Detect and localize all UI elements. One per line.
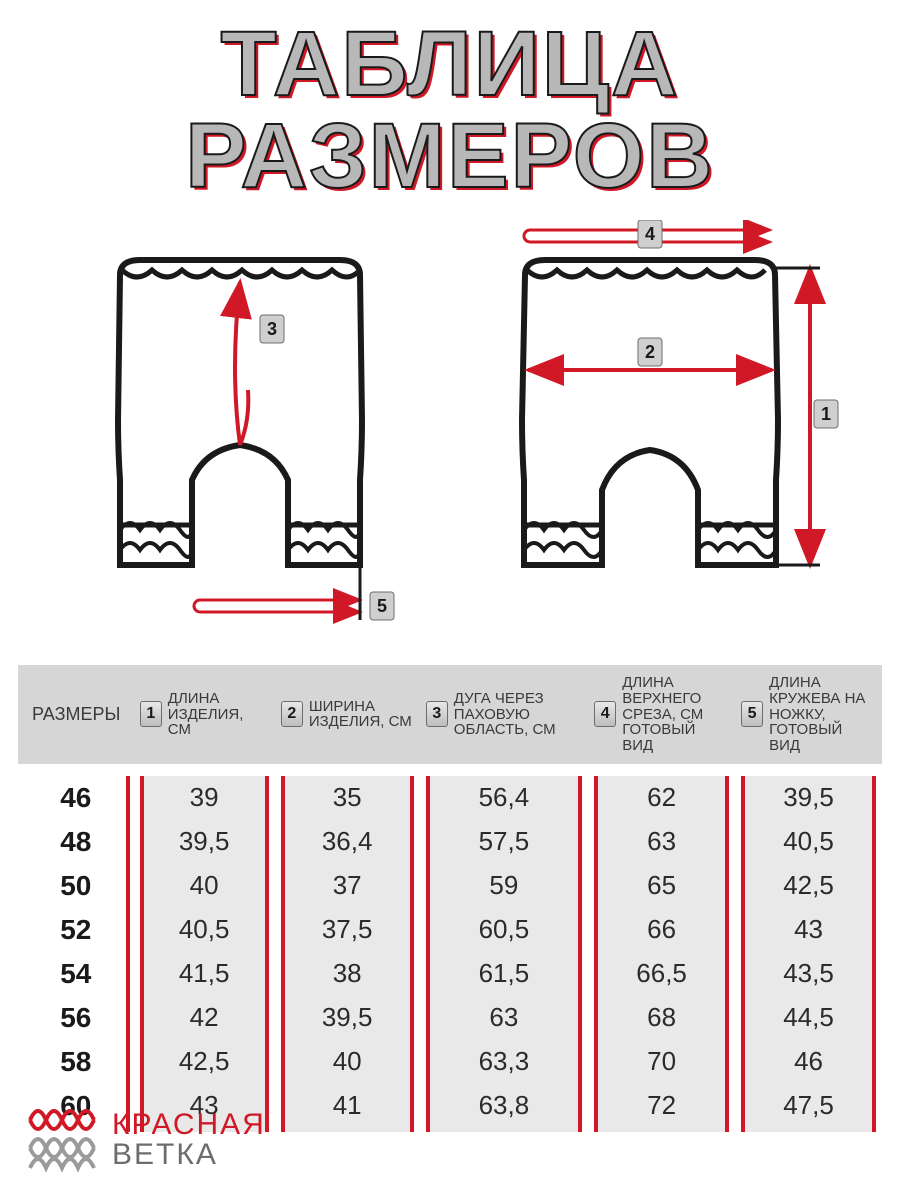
col-2: 3536,43737,53839,54041 <box>275 770 420 1140</box>
brand-name: КРАСНАЯ ВЕТКА <box>112 1110 266 1170</box>
table-cell: 48 <box>24 820 128 864</box>
garment-front-diagram: 3 5 <box>60 220 420 640</box>
table-cell: 46 <box>24 776 128 820</box>
svg-text:5: 5 <box>377 596 387 616</box>
table-cell: 37,5 <box>281 908 414 952</box>
table-cell: 63 <box>594 820 729 864</box>
table-cell: 42,5 <box>741 864 876 908</box>
header-col-3: 3ДУГА ЧЕРЕЗ ПАХОВУЮ ОБЛАСТЬ, СМ <box>420 675 588 754</box>
table-cell: 56,4 <box>426 776 582 820</box>
table-cell: 40 <box>140 864 269 908</box>
table-cell: 66,5 <box>594 952 729 996</box>
table-cell: 54 <box>24 952 128 996</box>
table-cell: 70 <box>594 1040 729 1084</box>
table-cell: 38 <box>281 952 414 996</box>
table-cell: 63 <box>426 996 582 1040</box>
measurement-diagrams: 3 5 <box>0 210 900 665</box>
header-col-1: 1ДЛИНА ИЗДЕЛИЯ, СМ <box>134 675 275 754</box>
header-col-5: 5ДЛИНА КРУЖЕВА НА НОЖКУ, ГОТОВЫЙ ВИД <box>735 675 882 754</box>
table-cell: 41 <box>281 1084 414 1128</box>
svg-text:1: 1 <box>821 404 831 424</box>
svg-text:3: 3 <box>267 319 277 339</box>
table-cell: 68 <box>594 996 729 1040</box>
svg-text:2: 2 <box>645 342 655 362</box>
table-cell: 40,5 <box>741 820 876 864</box>
table-cell: 42 <box>140 996 269 1040</box>
table-cell: 50 <box>24 864 128 908</box>
measurement-badge-2: 2 <box>638 338 662 366</box>
measurement-badge-1: 1 <box>814 400 838 428</box>
table-cell: 63,8 <box>426 1084 582 1128</box>
table-cell: 36,4 <box>281 820 414 864</box>
table-cell: 43,5 <box>741 952 876 996</box>
table-cell: 46 <box>741 1040 876 1084</box>
table-cell: 42,5 <box>140 1040 269 1084</box>
svg-text:4: 4 <box>645 224 655 244</box>
table-cell: 39,5 <box>140 820 269 864</box>
table-cell: 63,3 <box>426 1040 582 1084</box>
table-cell: 39,5 <box>281 996 414 1040</box>
measurement-badge-4: 4 <box>638 220 662 248</box>
table-cell: 58 <box>24 1040 128 1084</box>
table-cell: 62 <box>594 776 729 820</box>
table-cell: 72 <box>594 1084 729 1128</box>
measurement-badge-3: 3 <box>260 315 284 343</box>
table-cell: 56 <box>24 996 128 1040</box>
table-cell: 60,5 <box>426 908 582 952</box>
table-cell: 65 <box>594 864 729 908</box>
table-cell: 40,5 <box>140 908 269 952</box>
table-cell: 39 <box>140 776 269 820</box>
brand-logo-icon <box>28 1108 98 1172</box>
col-4: 6263656666,5687072 <box>588 770 735 1140</box>
header-col-4: 4ДЛИНА ВЕРХНЕГО СРЕЗА, СМ ГОТОВЫЙ ВИД <box>588 675 735 754</box>
table-cell: 43 <box>741 908 876 952</box>
table-cell: 61,5 <box>426 952 582 996</box>
col-5: 39,540,542,54343,544,54647,5 <box>735 770 882 1140</box>
size-table: 4648505254565860 3939,54040,541,54242,54… <box>18 764 882 1140</box>
table-cell: 52 <box>24 908 128 952</box>
table-cell: 41,5 <box>140 952 269 996</box>
page-title: ТАБЛИЦА РАЗМЕРОВ <box>0 0 900 210</box>
col-sizes: 4648505254565860 <box>18 770 134 1140</box>
measurement-badge-5: 5 <box>370 592 394 620</box>
garment-back-diagram: 4 2 1 <box>480 220 840 640</box>
table-cell: 44,5 <box>741 996 876 1040</box>
table-cell: 47,5 <box>741 1084 876 1128</box>
table-cell: 35 <box>281 776 414 820</box>
header-col-2: 2ШИРИНА ИЗДЕЛИЯ, СМ <box>275 675 420 754</box>
table-cell: 57,5 <box>426 820 582 864</box>
col-3: 56,457,55960,561,56363,363,8 <box>420 770 588 1140</box>
table-cell: 40 <box>281 1040 414 1084</box>
table-cell: 39,5 <box>741 776 876 820</box>
header-sizes: РАЗМЕРЫ <box>18 675 134 754</box>
brand: КРАСНАЯ ВЕТКА <box>28 1108 266 1172</box>
table-cell: 66 <box>594 908 729 952</box>
col-1: 3939,54040,541,54242,543 <box>134 770 275 1140</box>
table-cell: 37 <box>281 864 414 908</box>
table-header: РАЗМЕРЫ 1ДЛИНА ИЗДЕЛИЯ, СМ 2ШИРИНА ИЗДЕЛ… <box>18 665 882 764</box>
table-cell: 59 <box>426 864 582 908</box>
